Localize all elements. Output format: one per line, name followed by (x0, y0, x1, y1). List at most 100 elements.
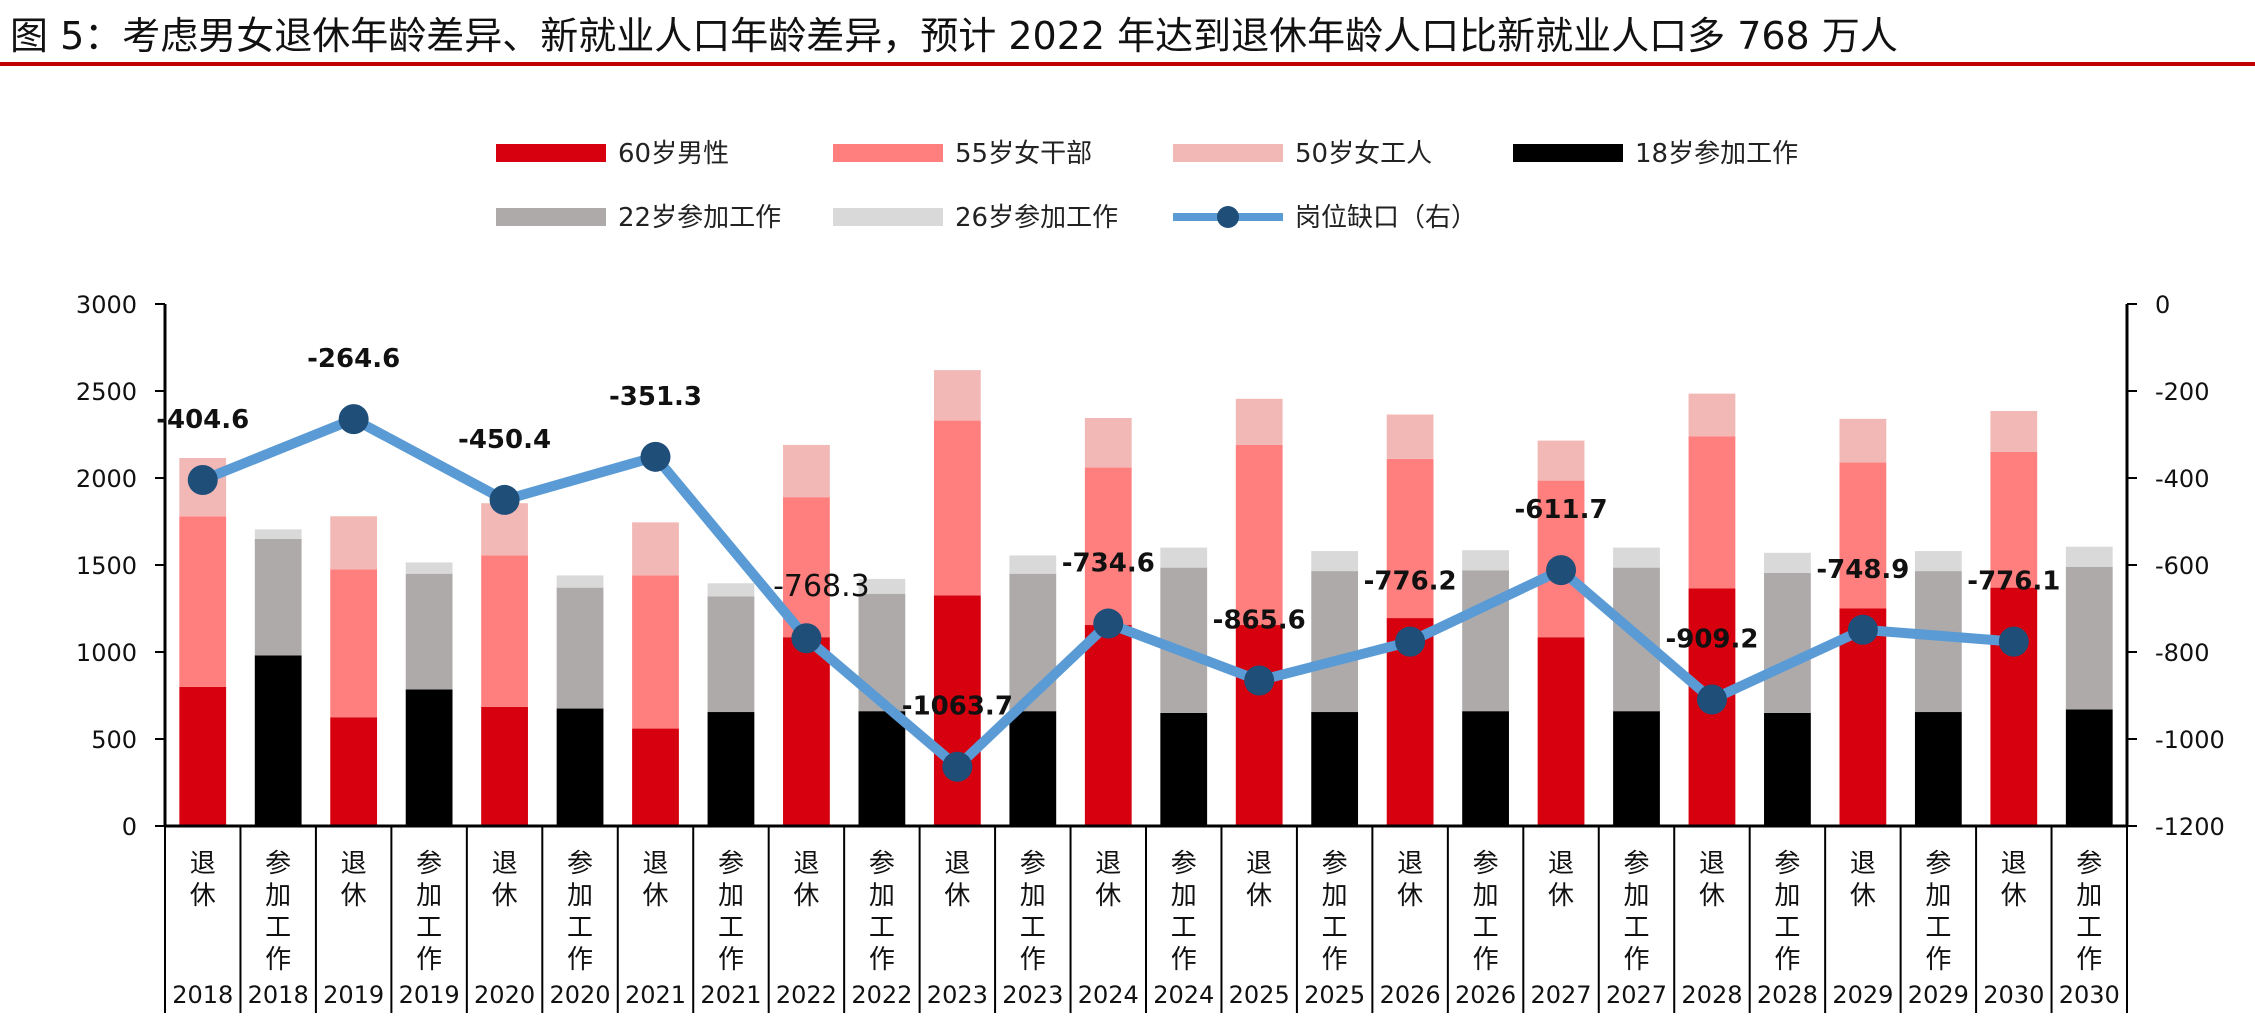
bar-2-16 (1386, 414, 1434, 459)
y-left-tick-label: 500 (91, 726, 137, 754)
bar-3-25 (2065, 709, 2113, 826)
bar-0-6 (632, 728, 679, 826)
x-axis-categories: 退休 2018 参加工作 2018 退休 2019 参加工作 2019 退休 2020 参加工作 20… (164, 824, 2128, 1013)
bar-1-10 (933, 420, 981, 596)
legend-label-2: 50岁女工人 (1295, 139, 1432, 169)
category-year-7: 2021 (700, 981, 761, 1009)
category-label-12: 退休 (1095, 849, 1121, 911)
category-year-14: 2025 (1229, 981, 1290, 1009)
bar-1-24 (1990, 451, 2038, 588)
category-year-17: 2026 (1455, 981, 1516, 1009)
y-right-tick-label: -1000 (2155, 726, 2225, 754)
category-label-11: 参加工作 (1020, 849, 1046, 975)
gap-point-2 (489, 484, 520, 515)
category-year-18: 2027 (1530, 981, 1591, 1009)
bar-2-20 (1688, 393, 1736, 437)
bar-5-21 (1764, 552, 1811, 573)
category-year-15: 2025 (1304, 981, 1365, 1009)
bar-0-0 (179, 686, 227, 826)
bar-3-19 (1613, 711, 1660, 826)
gap-point-4 (791, 623, 822, 654)
bar-1-2 (330, 569, 378, 718)
category-label-3: 参加工作 (416, 849, 442, 975)
category-year-6: 2021 (625, 981, 686, 1009)
gap-point-10 (1696, 684, 1727, 715)
bar-1-16 (1386, 458, 1434, 619)
bar-1-22 (1839, 462, 1887, 609)
category-label-1: 参加工作 (265, 849, 291, 975)
category-label-15: 参加工作 (1322, 849, 1348, 975)
bar-3-13 (1160, 712, 1208, 826)
category-label-18: 退休 (1548, 849, 1574, 911)
category-label-5: 参加工作 (567, 849, 593, 975)
category-year-4: 2020 (474, 981, 535, 1009)
gap-label-6: -734.6 (1062, 549, 1155, 579)
bar-4-13 (1160, 567, 1208, 713)
bar-2-22 (1839, 418, 1887, 463)
y-left-tick-label: 1000 (76, 639, 137, 667)
gap-point-6 (1093, 608, 1124, 639)
bar-1-14 (1235, 444, 1283, 626)
gap-label-12: -776.1 (1967, 567, 2060, 597)
bar-0-12 (1084, 625, 1132, 826)
gap-point-7 (1244, 665, 1275, 696)
gap-label-4: -768.3 (773, 569, 870, 604)
bar-2-2 (330, 516, 378, 570)
bar-4-3 (405, 573, 453, 690)
category-year-10: 2023 (927, 981, 988, 1009)
y-right-tick-label: 0 (2155, 291, 2170, 319)
bar-0-4 (481, 706, 528, 826)
gap-label-9: -611.7 (1515, 495, 1608, 525)
gap-label-0: -404.6 (156, 405, 249, 435)
bar-5-15 (1311, 551, 1359, 572)
chart-title: 图 5：考虑男女退休年龄差异、新就业人口年龄差异，预计 2022 年达到退休年龄… (10, 14, 1898, 58)
category-year-16: 2026 (1380, 981, 1441, 1009)
bar-5-11 (1009, 555, 1057, 574)
y-left-tick-label: 0 (122, 813, 137, 841)
gap-label-7: -865.6 (1213, 606, 1306, 636)
bar-5-25 (2065, 546, 2113, 567)
category-label-19: 参加工作 (1623, 849, 1649, 975)
category-year-8: 2022 (776, 981, 837, 1009)
bar-2-6 (632, 522, 679, 576)
bar-1-4 (481, 555, 528, 707)
gap-point-11 (1847, 614, 1878, 645)
bar-4-15 (1311, 571, 1359, 713)
bar-1-12 (1084, 467, 1132, 626)
category-label-9: 参加工作 (869, 849, 895, 975)
legend-swatch-0 (496, 144, 606, 162)
category-year-11: 2023 (1002, 981, 1063, 1009)
bar-1-6 (632, 575, 679, 729)
bar-3-5 (556, 708, 604, 826)
bar-5-13 (1160, 547, 1208, 568)
bar-3-23 (1914, 712, 1962, 826)
category-label-23: 参加工作 (1925, 849, 1951, 975)
category-year-20: 2028 (1681, 981, 1742, 1009)
y-left-tick-label: 1500 (76, 552, 137, 580)
category-year-12: 2024 (1078, 981, 1139, 1009)
bar-5-7 (707, 583, 755, 597)
gap-line (187, 404, 2029, 782)
y-right-tick-label: -1200 (2155, 813, 2225, 841)
legend-label-6: 岗位缺口（右） (1295, 203, 1477, 233)
legend-label-3: 18岁参加工作 (1635, 139, 1798, 169)
bar-3-21 (1764, 712, 1811, 826)
category-label-21: 参加工作 (1774, 849, 1800, 975)
category-label-8: 退休 (793, 849, 819, 911)
legend-label-4: 22岁参加工作 (618, 203, 781, 233)
category-year-2: 2019 (323, 981, 384, 1009)
gap-label-5: -1063.7 (902, 692, 1013, 722)
axes: 0 500 1000 1500 2000 2500 3000 -1200 -1000 -800 -6… (76, 291, 2225, 841)
category-year-25: 2030 (2059, 981, 2120, 1009)
bar-3-17 (1462, 711, 1509, 826)
category-year-19: 2027 (1606, 981, 1667, 1009)
category-year-21: 2028 (1757, 981, 1818, 1009)
legend-label-1: 55岁女干部 (955, 139, 1092, 169)
y-right-tick-label: -200 (2155, 378, 2209, 406)
category-year-23: 2029 (1908, 981, 1969, 1009)
bar-5-5 (556, 575, 604, 588)
bar-4-17 (1462, 570, 1509, 712)
category-year-3: 2019 (399, 981, 460, 1009)
gap-point-3 (640, 441, 671, 472)
y-left-tick-label: 2500 (76, 378, 137, 406)
